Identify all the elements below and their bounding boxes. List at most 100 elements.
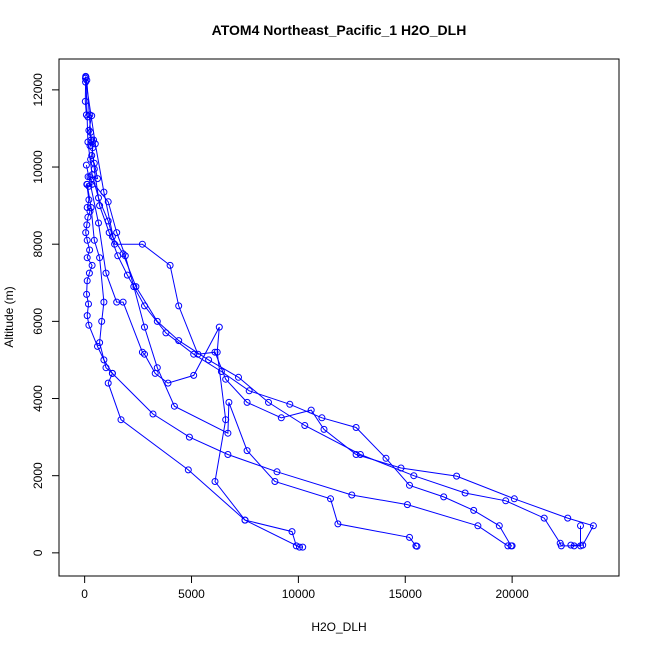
y-tick-label: 10000	[31, 150, 45, 184]
data-point	[82, 161, 90, 169]
data-point	[95, 219, 102, 227]
data-point	[235, 373, 242, 381]
data-point	[138, 348, 146, 356]
data-point	[85, 300, 92, 308]
data-point	[579, 541, 587, 549]
data-point	[502, 497, 510, 505]
data-point	[413, 542, 421, 550]
series-layer	[81, 72, 597, 551]
data-point	[461, 489, 469, 497]
data-point	[151, 369, 159, 377]
data-point	[104, 379, 112, 387]
data-point	[495, 522, 503, 530]
data-point	[589, 522, 597, 530]
data-point	[352, 451, 360, 458]
data-point	[162, 329, 170, 337]
data-point	[567, 541, 575, 549]
data-point	[149, 410, 157, 418]
y-tick-label: 6000	[31, 308, 45, 335]
data-point	[170, 402, 178, 410]
data-point	[96, 202, 104, 210]
data-point	[406, 533, 413, 541]
data-point	[440, 493, 448, 501]
data-point	[557, 542, 565, 550]
data-point	[90, 236, 98, 244]
data-point	[190, 371, 198, 379]
y-tick-label: 2000	[31, 462, 45, 489]
data-point	[164, 379, 172, 387]
data-point	[296, 543, 303, 551]
data-point	[406, 481, 413, 489]
data-point	[504, 542, 512, 550]
y-tick-label: 12000	[31, 73, 45, 107]
data-point	[90, 165, 98, 173]
data-point	[100, 298, 108, 306]
data-point	[470, 506, 478, 514]
data-point	[288, 528, 296, 536]
data-point	[194, 350, 202, 358]
data-point	[108, 369, 116, 377]
data-point	[83, 180, 91, 188]
data-point	[111, 240, 119, 248]
data-point	[86, 246, 94, 254]
x-tick-label: 15000	[389, 587, 423, 601]
data-point	[382, 454, 390, 462]
data-point	[453, 472, 461, 480]
data-point	[224, 451, 232, 458]
data-point	[82, 74, 89, 82]
data-point	[83, 254, 91, 262]
data-point	[222, 375, 230, 383]
data-point	[510, 495, 518, 503]
series-3	[83, 76, 516, 550]
data-point	[84, 138, 92, 146]
y-axis: 0 2000 4000 6000 8000 10000 12000	[31, 73, 60, 556]
data-point	[85, 321, 93, 329]
data-point	[166, 261, 174, 269]
series-6	[82, 161, 300, 550]
data-point	[185, 433, 193, 441]
series-line	[86, 184, 509, 547]
x-tick-label: 10000	[282, 587, 316, 601]
data-point	[327, 495, 334, 503]
data-point	[474, 522, 482, 530]
data-point	[130, 283, 138, 291]
data-point	[83, 236, 91, 244]
data-point	[224, 429, 232, 437]
data-point	[508, 542, 516, 550]
y-axis-label: Altitude (m)	[2, 286, 16, 347]
data-point	[243, 398, 251, 406]
data-point	[88, 152, 96, 159]
data-point	[138, 240, 146, 248]
data-point	[117, 416, 125, 424]
data-point	[273, 468, 281, 476]
data-point	[100, 356, 108, 364]
data-point	[348, 491, 356, 499]
data-point	[82, 229, 90, 237]
data-point	[241, 516, 249, 524]
data-point	[94, 175, 101, 183]
x-axis-label: H2O_DLH	[311, 620, 366, 634]
series-4	[82, 74, 597, 549]
chart-title: ATOM4 Northeast_Pacific_1 H2O_DLH	[212, 22, 467, 38]
data-point	[175, 302, 183, 310]
series-7	[83, 180, 512, 550]
data-point	[564, 514, 572, 522]
data-point	[320, 425, 328, 433]
data-point	[299, 543, 307, 551]
x-tick-label: 0	[81, 587, 88, 601]
data-point	[86, 207, 94, 215]
x-tick-label: 5000	[178, 587, 205, 601]
series-line	[85, 78, 595, 546]
data-point	[397, 464, 405, 472]
data-point	[96, 339, 104, 347]
data-point	[277, 414, 285, 422]
data-point	[225, 398, 233, 406]
data-point	[222, 416, 230, 424]
data-point	[141, 350, 148, 358]
data-point	[98, 317, 106, 325]
data-point	[104, 198, 112, 206]
data-point	[190, 350, 198, 358]
data-point	[307, 406, 315, 414]
data-point	[245, 387, 253, 395]
